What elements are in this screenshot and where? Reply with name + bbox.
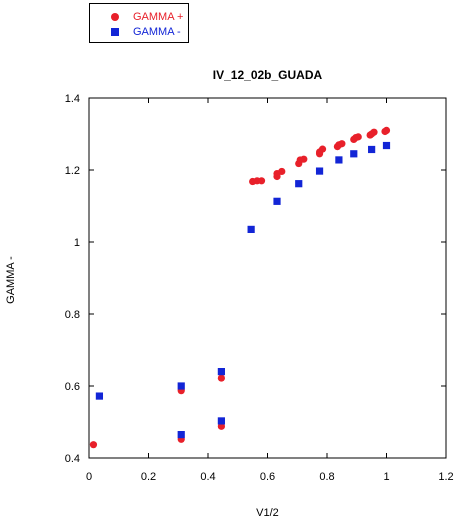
data-point-gamma-minus xyxy=(247,225,255,233)
data-point-gamma-minus xyxy=(350,150,358,158)
legend-label: GAMMA - xyxy=(133,26,181,38)
data-point-gamma-minus xyxy=(95,392,104,400)
plot-area xyxy=(88,97,447,459)
x-tick-label: 0 xyxy=(86,471,92,483)
legend-item-gamma-plus: GAMMA + xyxy=(90,10,188,24)
data-point-gamma-minus xyxy=(177,382,185,390)
legend: GAMMA + GAMMA - xyxy=(89,3,189,43)
legend-marker-circle xyxy=(111,13,119,21)
legend-item-gamma-minus: GAMMA - xyxy=(90,25,188,39)
data-point-gamma-minus xyxy=(315,167,324,175)
data-point-gamma-plus xyxy=(89,441,98,449)
data-point-gamma-plus xyxy=(278,167,286,176)
y-axis-label: GAMMA - xyxy=(5,256,17,304)
data-point-gamma-minus xyxy=(368,145,376,154)
data-point-gamma-plus xyxy=(318,145,327,153)
x-tick-label: 0.2 xyxy=(141,471,156,483)
y-tick-label: 0.6 xyxy=(65,381,80,393)
y-tick-label: 1.2 xyxy=(65,165,80,177)
x-tick-label: 1 xyxy=(383,471,389,483)
y-tick-label: 0.8 xyxy=(65,309,80,321)
data-point-gamma-plus xyxy=(370,128,378,136)
chart-title: IV_12_02b_GUADA xyxy=(212,68,323,82)
y-tick-label: 1.4 xyxy=(65,93,80,105)
data-point-gamma-minus xyxy=(273,197,281,205)
x-tick-label: 0.8 xyxy=(319,471,334,483)
y-tick-label: 1 xyxy=(74,237,80,249)
legend-label: GAMMA + xyxy=(133,11,184,23)
data-point-gamma-plus xyxy=(382,126,391,134)
y-tick-label: 0.4 xyxy=(65,453,80,465)
legend-marker-square xyxy=(111,28,119,36)
x-tick-label: 1.2 xyxy=(438,471,453,483)
data-point-gamma-plus xyxy=(300,155,308,163)
data-point-gamma-plus xyxy=(354,133,362,141)
data-point-gamma-minus xyxy=(217,417,225,425)
data-point-gamma-minus xyxy=(177,431,185,439)
data-point-gamma-plus xyxy=(217,374,225,382)
x-tick-label: 0.4 xyxy=(200,471,215,483)
data-point-gamma-minus xyxy=(295,180,303,188)
x-tick-label: 0.6 xyxy=(260,471,275,483)
x-axis-label: V1/2 xyxy=(256,507,279,519)
data-point-gamma-minus xyxy=(335,156,343,164)
data-point-gamma-plus xyxy=(338,140,346,148)
data-point-gamma-minus xyxy=(217,368,225,376)
data-point-gamma-minus xyxy=(382,141,391,150)
data-point-gamma-plus xyxy=(257,177,266,185)
